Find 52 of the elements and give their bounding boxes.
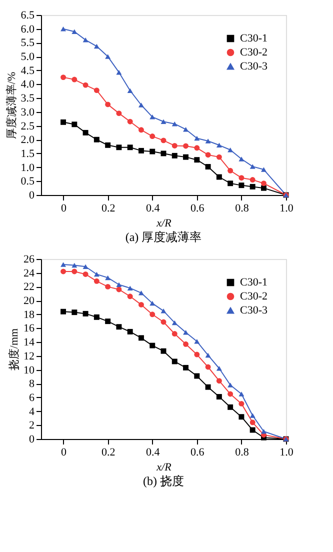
x-axis-title: x/R — [156, 218, 172, 230]
y-tick-label: 4.0 — [20, 78, 35, 91]
y-tick-label: 4 — [29, 406, 35, 418]
y-tick-label: 26 — [24, 254, 35, 266]
y-tick-label: 6.0 — [20, 23, 35, 36]
y-tick-label: 14 — [24, 336, 35, 349]
y-tick-label: 1.5 — [20, 148, 35, 160]
y-axis-title: 厚度减薄率/% — [4, 72, 18, 140]
legend-label: C30-1 — [240, 32, 268, 44]
text: (a) 厚度减薄率 — [125, 230, 202, 244]
y-tick-label: 20 — [24, 295, 35, 308]
y-tick-label: 22 — [24, 281, 34, 294]
y-tick-label: 3.5 — [20, 92, 35, 105]
legend-label: C30-1 — [240, 276, 268, 288]
y-tick-label: 6 — [29, 392, 35, 404]
y-tick-label: 2 — [29, 420, 34, 432]
y-tick-label: 0.5 — [20, 176, 35, 188]
x-tick-label: 0 — [61, 446, 68, 458]
legend-label: C30-2 — [240, 290, 268, 302]
x-tick-label: 0.8 — [235, 446, 250, 458]
y-axis-title: 挠度/mm — [8, 328, 20, 371]
y-tick-label: 24 — [24, 267, 35, 280]
y-tick-label: 2.0 — [20, 134, 35, 146]
y-tick-label: 16 — [24, 322, 35, 335]
x-tick-label: 0.4 — [146, 202, 160, 214]
y-tick-label: 6.5 — [20, 10, 35, 22]
legend-label: C30-3 — [240, 304, 268, 316]
x-tick-label: 1.0 — [280, 446, 294, 458]
y-tick-label: 4.5 — [20, 64, 35, 77]
y-tick-label: 5.0 — [20, 51, 35, 64]
y-tick-label: 10 — [24, 364, 35, 376]
x-tick-label: 1.0 — [280, 202, 294, 214]
x-tick-label: 0.6 — [190, 446, 205, 458]
y-tick-label: 0 — [29, 434, 35, 446]
y-tick-label: 2.5 — [20, 120, 35, 132]
text: (b) 挠度 — [143, 474, 184, 488]
y-tick-label: 18 — [24, 308, 35, 321]
legend-label: C30-2 — [240, 46, 268, 58]
x-tick-label: 0.6 — [190, 202, 205, 214]
y-tick-label: 8 — [29, 378, 35, 390]
y-tick-label: 1.0 — [20, 162, 35, 174]
x-tick-label: 0 — [61, 202, 68, 214]
y-tick-label: 12 — [24, 350, 34, 362]
x-tick-label: 0.8 — [235, 202, 250, 214]
y-tick-label: 5.5 — [20, 37, 35, 50]
x-tick-label: 0.2 — [101, 202, 116, 214]
y-tick-label: 0 — [29, 190, 35, 202]
x-axis-title: x/R — [156, 462, 172, 474]
x-tick-label: 0.4 — [146, 446, 160, 458]
x-tick-label: 0.2 — [101, 446, 116, 458]
y-tick-label: 3.0 — [20, 106, 35, 118]
legend-label: C30-3 — [240, 60, 268, 72]
